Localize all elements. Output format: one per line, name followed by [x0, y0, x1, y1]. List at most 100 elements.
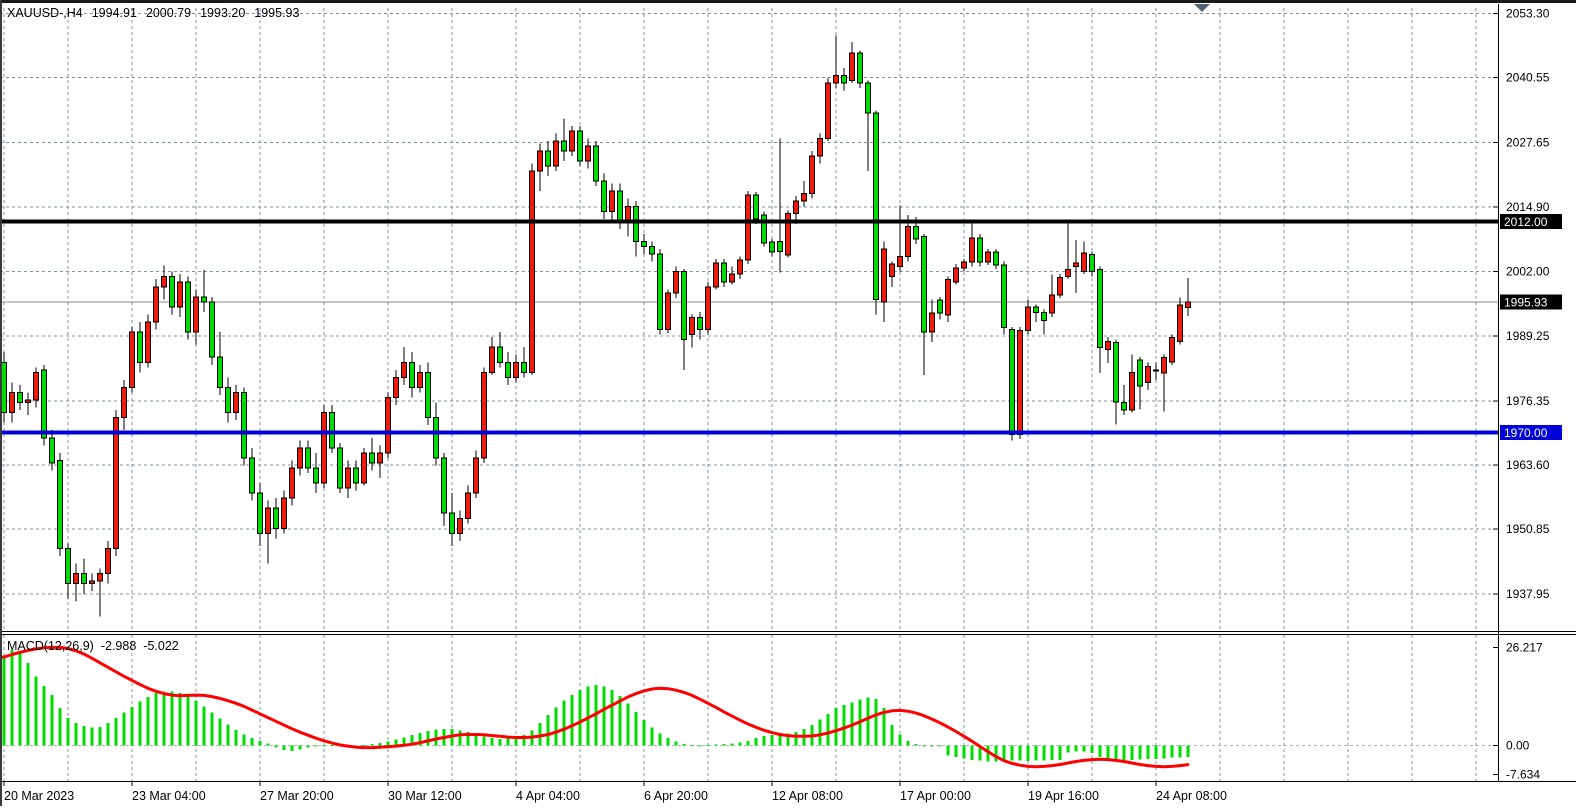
candle-bullish	[73, 573, 79, 585]
candle-bearish	[937, 299, 943, 314]
macd-histogram-bar	[50, 695, 54, 746]
candle-bearish	[657, 253, 663, 331]
candle-bullish	[113, 417, 119, 549]
candle-bearish	[313, 467, 319, 484]
macd-histogram-bar	[1178, 745, 1182, 758]
macd-histogram-bar	[1122, 745, 1126, 760]
candle-bullish	[1105, 341, 1111, 351]
candle-bearish	[441, 457, 447, 514]
candle-bearish	[369, 452, 375, 464]
price-axis-label: 1963.60	[1506, 458, 1550, 472]
candle-bullish	[1025, 306, 1031, 332]
macd-histogram-bar	[658, 733, 662, 746]
candle-bearish	[1001, 264, 1007, 329]
price-axis-label: 1950.85	[1506, 522, 1550, 536]
candle-bearish	[1121, 402, 1127, 411]
macd-histogram-bar	[538, 723, 542, 746]
candle-bullish	[897, 256, 903, 268]
macd-histogram-bar	[202, 706, 206, 746]
candle-bullish	[881, 248, 887, 303]
chart-shift-triangle-icon[interactable]	[1194, 4, 1210, 12]
macd-histogram-bar	[882, 708, 886, 746]
macd-histogram-bar	[58, 707, 62, 746]
macd-histogram-bar	[1010, 745, 1014, 761]
time-axis-label: 27 Mar 20:00	[260, 789, 334, 803]
macd-histogram-bar	[546, 714, 550, 746]
macd-histogram-bar	[386, 741, 390, 746]
candle-bullish	[809, 155, 815, 195]
candle-bearish	[649, 246, 655, 255]
macd-histogram-bar	[1082, 745, 1086, 752]
macd-histogram-bar	[482, 736, 486, 746]
macd-histogram-bar	[890, 725, 894, 746]
macd-histogram-bar	[458, 730, 462, 746]
candle-bearish	[873, 112, 879, 300]
macd-histogram-bar	[74, 722, 78, 746]
macd-histogram-bar	[394, 739, 398, 746]
candle-bearish	[921, 235, 927, 333]
candle-bullish	[489, 346, 495, 373]
macd-histogram-bar	[410, 735, 414, 746]
macd-histogram-bar	[1146, 745, 1150, 760]
candle-bearish	[81, 573, 87, 585]
macd-histogram-bar	[626, 703, 630, 746]
macd-histogram-bar	[146, 696, 150, 746]
price-axis-label: 2053.30	[1506, 7, 1550, 21]
macd-histogram-bar	[250, 738, 254, 746]
macd-histogram-bar	[1186, 745, 1190, 757]
macd-histogram-bar	[1130, 745, 1134, 760]
macd-histogram-bar	[674, 741, 678, 746]
macd-histogram-bar	[562, 700, 566, 746]
candle-bearish	[769, 241, 775, 253]
macd-histogram-bar	[610, 690, 614, 746]
candle-bullish	[713, 262, 719, 288]
macd-indicator-label: MACD(12,26,9) -2.988 -5.022	[7, 639, 186, 653]
macd-histogram-bar	[242, 734, 246, 746]
macd-histogram-bar	[362, 744, 366, 746]
window-top-border	[0, 0, 1576, 3]
candle-bearish	[201, 296, 207, 303]
candle-bullish	[985, 251, 991, 263]
macd-histogram-bar	[98, 726, 102, 746]
candle-bearish	[241, 391, 247, 459]
macd-histogram-bar	[402, 737, 406, 746]
close-value: 1995.93	[254, 6, 300, 20]
macd-axis-label: 0.00	[1506, 739, 1530, 753]
candle-bullish	[457, 517, 463, 534]
macd-histogram-bar	[1042, 745, 1046, 761]
price-axis-label: 1989.25	[1506, 329, 1550, 343]
candle-bullish	[1169, 337, 1175, 363]
candle-bullish	[1081, 252, 1087, 273]
price-axis-label: 2002.00	[1506, 265, 1550, 279]
macd-histogram-bar	[490, 738, 494, 746]
candle-bullish	[97, 573, 103, 582]
macd-histogram-bar	[258, 741, 262, 746]
candle-bearish	[505, 361, 511, 378]
macd-histogram-bar	[642, 720, 646, 746]
time-axis-label: 20 Mar 2023	[4, 789, 74, 803]
candle-bearish	[593, 145, 599, 182]
macd-histogram-bar	[666, 738, 670, 746]
candle-bullish	[585, 145, 591, 162]
macd-histogram-bar	[282, 745, 286, 751]
macd-histogram-bar	[306, 745, 310, 748]
macd-axis-label: 26.217	[1506, 640, 1543, 654]
candle-bearish	[617, 190, 623, 222]
window-left-border	[0, 0, 2, 806]
macd-histogram-bar	[1162, 745, 1166, 759]
candle-bullish	[553, 140, 559, 167]
macd-histogram-bar	[986, 745, 990, 762]
candle-bearish	[697, 316, 703, 331]
candle-bearish	[65, 547, 71, 585]
macd-histogram-bar	[1154, 745, 1158, 759]
macd-histogram-bar	[778, 734, 782, 746]
candle-bullish	[1073, 262, 1079, 268]
candle-bearish	[865, 82, 871, 114]
macd-name-label: MACD(12,26,9)	[7, 639, 94, 653]
macd-histogram-bar	[314, 745, 318, 747]
price-axis-label: 2040.55	[1506, 71, 1550, 85]
candle-bearish	[545, 150, 551, 167]
macd-histogram-bar	[618, 696, 622, 746]
